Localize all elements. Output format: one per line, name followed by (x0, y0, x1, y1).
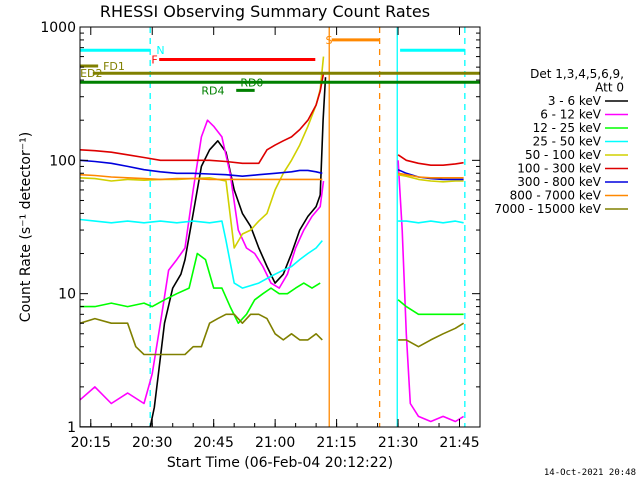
legend-header-0: Det 1,3,4,5,6,9, (530, 67, 624, 81)
x-tick-label-6: 21:45 (439, 435, 479, 451)
x-tick-label-0: 20:15 (71, 435, 111, 451)
legend-entry-4: 50 - 100 keV (525, 148, 602, 162)
series-line-2-post (397, 299, 464, 316)
chart-title: RHESSI Observing Summary Count Rates (100, 2, 430, 21)
x-tick-label-5: 21:30 (378, 435, 418, 451)
series-line-4 (80, 56, 325, 249)
series-line-8-post (398, 322, 465, 348)
flag-label-4: FD1 (103, 60, 125, 73)
footer-timestamp: 14-Oct-2021 20:48 (544, 468, 636, 478)
legend-header-1: Att 0 (595, 81, 624, 95)
y-tick-label-0: 1 (67, 420, 76, 436)
series-line-6 (80, 159, 323, 177)
axes: 20:15 20:30 20:45 21:00 21:15 21:30 21:45 1 10 10… (40, 20, 481, 451)
legend-entry-1: 6 - 12 keV (540, 108, 602, 122)
series-line-5-post (397, 154, 464, 166)
flag-label-6: RD0 (240, 76, 263, 89)
y-tick-label-3: 1000 (40, 20, 76, 36)
flag-label-5: ED2 (80, 67, 102, 80)
x-axis-label: Start Time (06-Feb-04 20:12:22) (167, 455, 393, 471)
series-line-7-post (397, 172, 464, 179)
series-line-5 (80, 73, 325, 165)
x-tick-label-4: 21:15 (316, 435, 356, 451)
series-line-7 (80, 173, 323, 181)
series-line-3 (80, 218, 323, 289)
flag-label-0: N (156, 44, 164, 57)
vertical-markers (149, 27, 466, 427)
flag-label-3: F (151, 54, 157, 67)
y-tick-label-2: 100 (49, 153, 76, 169)
x-tick-label-2: 20:45 (194, 435, 234, 451)
y-axis-label: Count Rate (s⁻¹ detector⁻¹) (18, 132, 34, 322)
series-line-0 (80, 77, 327, 427)
series-line-2 (80, 252, 321, 324)
legend-entry-7: 800 - 7000 keV (510, 189, 602, 203)
flag-label-7: RD4 (201, 84, 224, 97)
series-line-4-post (397, 173, 464, 183)
plot-frame (79, 26, 481, 428)
legend-entry-0: 3 - 6 keV (548, 94, 602, 108)
legend-entry-6: 300 - 800 keV (517, 175, 601, 189)
series-line-3-post (398, 220, 464, 224)
legend-entry-5: 100 - 300 keV (517, 162, 601, 176)
series-line-1 (80, 119, 325, 405)
y-tick-label-1: 10 (58, 287, 76, 303)
x-tick-label-1: 20:30 (132, 435, 172, 451)
series-line-8 (80, 313, 323, 356)
series-line-1-post (397, 160, 465, 423)
legend-entry-3: 25 - 50 keV (533, 135, 602, 149)
x-tick-label-3: 21:00 (255, 435, 295, 451)
flag-label-2: S (326, 34, 333, 47)
legend-entry-2: 12 - 25 keV (533, 121, 602, 135)
series-layer (80, 56, 465, 427)
legend-entry-8: 7000 - 15000 keV (494, 202, 601, 216)
